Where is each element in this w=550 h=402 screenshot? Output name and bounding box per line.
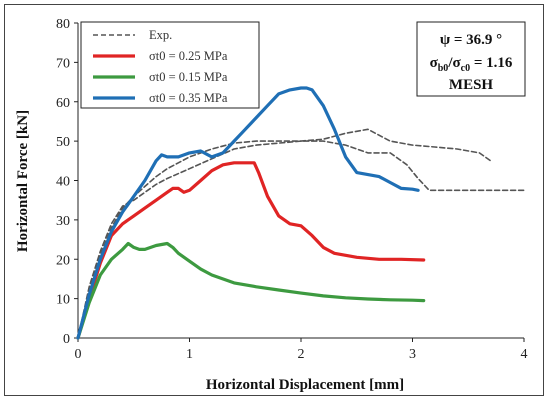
annotation-frame xyxy=(416,21,526,97)
annotation-mesh: MESH xyxy=(449,77,494,93)
legend: Exp. σt0 = 0.25 MPa σt0 = 0.15 MPa σt0 = 0.… xyxy=(80,21,260,109)
legend-label-0: Exp. xyxy=(149,28,172,42)
x-tick-label: 3 xyxy=(409,347,416,362)
y-tick-label: 60 xyxy=(56,96,70,111)
series-line-4 xyxy=(76,86,420,340)
series-line-2 xyxy=(76,161,426,340)
x-tick-label: 4 xyxy=(521,347,528,362)
annotation-psi: ψ = 36.9 ° xyxy=(440,32,502,48)
legend-label-2: σt0 = 0.25 MPa xyxy=(149,49,228,63)
y-tick-label: 40 xyxy=(56,175,70,190)
series-line-1 xyxy=(77,140,525,339)
x-tick-label: 2 xyxy=(298,347,305,362)
x-axis-title: Horizontal Displacement [mm] xyxy=(206,377,404,393)
legend-label-3: σt0 = 0.15 MPa xyxy=(149,70,228,84)
annotation-sigma-c: /σ xyxy=(447,55,461,71)
y-tick-label: 70 xyxy=(56,56,70,71)
annotation-box: ψ = 36.9 ° σb0/σc0 = 1.16 MESH xyxy=(416,21,526,97)
y-tick-label: 10 xyxy=(56,293,70,308)
legend-label-4: σt0 = 0.35 MPa xyxy=(149,91,228,105)
series-group xyxy=(76,86,525,340)
annotation-sub-c0: c0 xyxy=(461,63,470,74)
y-axis-title: Horizontal Force [kN] xyxy=(15,110,31,252)
annotation-sigma-b: σ xyxy=(430,55,439,71)
series-line-3 xyxy=(76,241,426,340)
x-tick-label: 1 xyxy=(186,347,193,362)
y-tick-label: 20 xyxy=(56,253,70,268)
annotation-sub-b0: b0 xyxy=(438,63,449,74)
y-tick-label: 50 xyxy=(56,135,70,150)
legend-box xyxy=(80,21,260,109)
chart-frame: 0 1 2 3 4 0 10 20 30 40 50 60 70 80 Exp. σt0 = 0.25 MP… xyxy=(4,4,544,396)
x-tick-label: 0 xyxy=(75,347,82,362)
y-tick-label: 30 xyxy=(56,214,70,229)
y-tick-label: 80 xyxy=(56,17,70,32)
annotation-ratio-value: = 1.16 xyxy=(470,55,513,71)
y-tick-label: 0 xyxy=(63,332,70,347)
annotation-ratio: σb0/σc0 = 1.16 xyxy=(430,55,513,74)
series-line-0 xyxy=(77,128,492,339)
